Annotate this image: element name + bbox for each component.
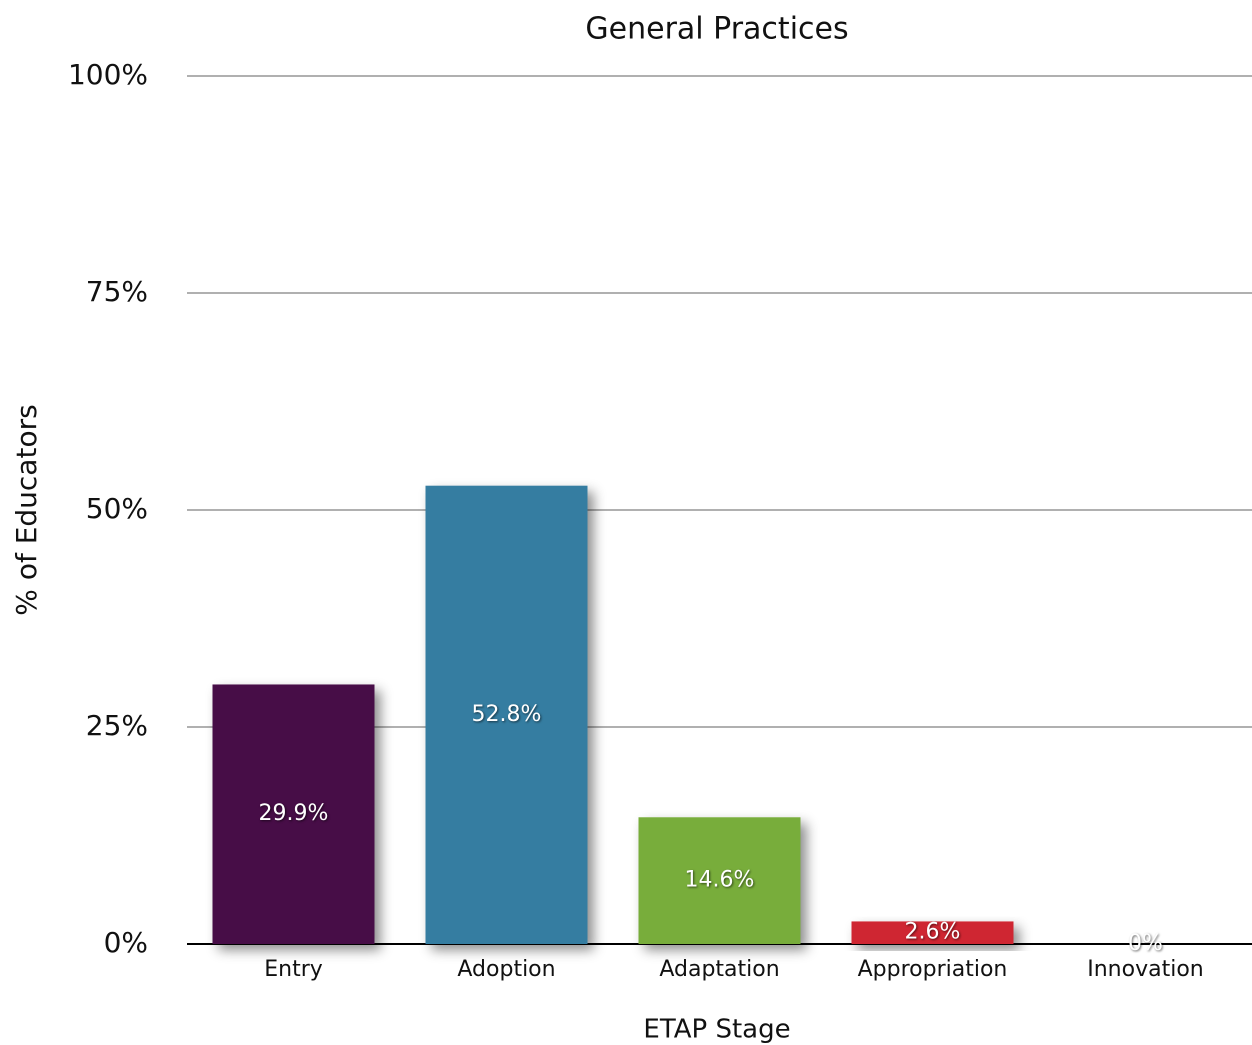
x-tick-label: Appropriation	[858, 957, 1008, 982]
chart-title: General Practices	[585, 12, 848, 47]
bar	[425, 485, 588, 944]
data-label: 14.6%	[685, 868, 755, 893]
bar	[638, 817, 801, 944]
data-label: 2.6%	[905, 920, 961, 945]
y-tick-label: 25%	[86, 709, 148, 742]
data-label: 52.8%	[472, 702, 542, 727]
bar	[851, 921, 1014, 944]
x-tick-label: Adoption	[457, 957, 555, 982]
x-axis-title: ETAP Stage	[643, 1015, 790, 1045]
y-tick-label: 100%	[68, 58, 148, 91]
data-label: 0%	[1128, 931, 1163, 956]
y-tick-label: 75%	[86, 275, 148, 308]
data-label: 29.9%	[259, 801, 329, 826]
y-axis-title: % of Educators	[10, 404, 43, 615]
x-tick-label: Entry	[264, 957, 323, 982]
y-tick-label: 0%	[104, 926, 148, 959]
x-tick-label: Innovation	[1087, 957, 1203, 982]
bar	[212, 684, 375, 944]
x-tick-label: Adaptation	[659, 957, 779, 982]
y-tick-label: 50%	[86, 492, 148, 525]
